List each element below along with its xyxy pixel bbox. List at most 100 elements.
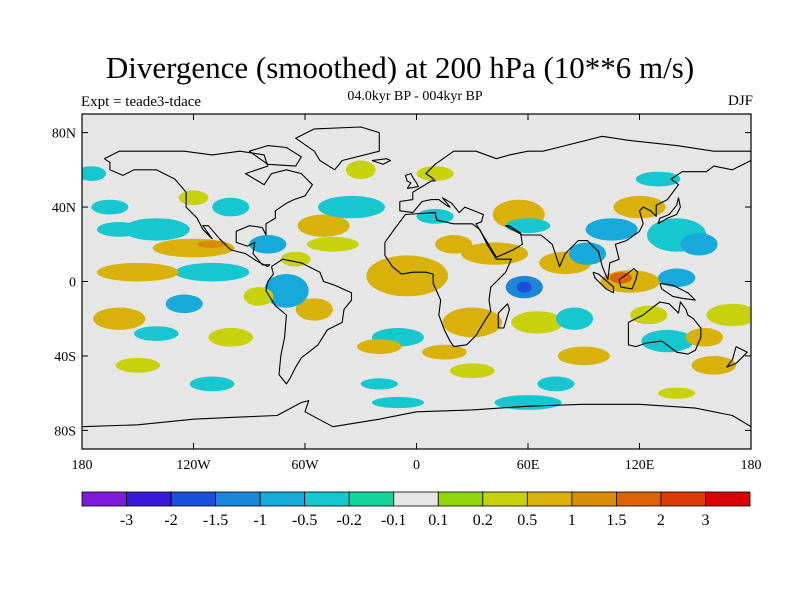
field-aus-min — [641, 329, 694, 353]
coastline-greenland — [295, 126, 380, 171]
field-so-min-2 — [360, 378, 398, 390]
coastline-new-zealand — [726, 346, 748, 368]
x-tick-label: 180 — [72, 458, 93, 473]
field-atlantic-eq-ring — [366, 255, 449, 297]
colorbar-label: 1 — [568, 512, 576, 529]
field-indian-sw-max — [511, 311, 564, 334]
colorbar-swatch — [348, 491, 395, 507]
colorbar-swatch — [437, 491, 484, 507]
field-so-min-4 — [371, 396, 424, 409]
colorbar-swatch — [215, 491, 261, 507]
field-w-pacific-s-max — [93, 307, 146, 330]
field-maritime-continent-max — [600, 270, 660, 293]
experiment-label: Expt = teade3-tdace — [81, 94, 202, 110]
axis-ticks: 80N 40N 0 40S 80S 180 120W 60W 0 60E 120E 180 — [52, 114, 762, 473]
field-indian-so-max — [557, 346, 610, 366]
coastline-antarctica — [82, 400, 751, 428]
x-tick-label: 180 — [741, 458, 762, 473]
field-so-max-1 — [115, 357, 161, 373]
colorbar-label: -3 — [120, 512, 133, 529]
field-c-pacific-max-core — [197, 240, 228, 248]
colorbar-label: -0.5 — [292, 512, 317, 529]
field-so-min-1 — [189, 376, 235, 392]
field-n-atlantic-max-2 — [306, 236, 359, 252]
colorbar-swatch — [126, 491, 172, 507]
coastline-australia — [627, 301, 702, 355]
field-nz-max — [691, 356, 737, 375]
field-so-max-2 — [450, 363, 495, 379]
field-n-atlantic-max — [297, 214, 350, 237]
field-siberia-min — [635, 171, 681, 187]
colorbar-swatch — [170, 491, 217, 507]
coastline-uk — [404, 173, 419, 189]
colorbar-label: -2 — [164, 512, 177, 529]
map-title: Divergence (smoothed) at 200 hPa (10**6 … — [105, 50, 695, 85]
coastline-sumatra — [592, 271, 615, 294]
field-so-max-3 — [658, 387, 696, 399]
field-east-asia-min — [585, 218, 638, 241]
colorbar-label: -1.5 — [203, 512, 228, 529]
x-tick-label: 60W — [291, 458, 319, 473]
coastline-japan — [657, 197, 681, 225]
colorbar-label: -0.1 — [381, 512, 406, 529]
field-c-pacific-min — [122, 218, 190, 241]
field-pacific-ne-min — [91, 199, 129, 215]
coastline-africa — [384, 212, 512, 348]
y-tick-label: 0 — [69, 276, 76, 291]
field-e-pacific-eq-min — [174, 262, 250, 282]
coastline-baffin — [248, 145, 302, 167]
colorbar-swatch — [616, 491, 662, 507]
period-label: 04.0kyr BP - 004kyr BP — [347, 89, 483, 104]
divergence-field-layer — [82, 160, 751, 410]
field-pacific-sw-min — [134, 326, 179, 341]
field-s-atlantic-max-2 — [422, 344, 467, 360]
field-s-america-min — [264, 274, 309, 308]
y-tick-label: 40N — [52, 201, 76, 216]
x-tick-label: 120E — [625, 458, 655, 473]
colorbar-swatch — [393, 491, 439, 507]
field-e-indian-min — [555, 307, 594, 330]
coastline-madagascar — [497, 303, 510, 329]
y-tick-label: 40S — [54, 350, 76, 365]
x-tick-label: 120W — [176, 458, 211, 473]
field-aus-south-max — [685, 328, 724, 347]
coastline-new-guinea — [659, 282, 696, 301]
field-se-pacific-max — [208, 328, 253, 347]
colorbar-label: 2 — [657, 512, 665, 529]
field-spcz-max — [706, 303, 751, 327]
field-n-atlantic-min — [318, 195, 385, 219]
y-tick-label: 80S — [54, 424, 76, 439]
field-so-min-3 — [494, 395, 562, 410]
field-caribbean-min — [249, 235, 287, 254]
field-caribbean-max — [280, 251, 311, 267]
field-na-min — [212, 197, 250, 217]
field-med-min — [416, 209, 454, 224]
colorbar-swatch — [571, 491, 617, 507]
colorbar-swatch — [304, 491, 350, 507]
field-s-atlantic-max — [357, 339, 402, 354]
field-arctic-max — [416, 166, 454, 182]
field-greenland-max — [345, 160, 376, 180]
colorbar-swatch — [705, 491, 751, 507]
field-nw-pacific-ring — [680, 233, 718, 256]
field-e-pacific-eq-max — [96, 262, 179, 282]
field-aus-north-max — [630, 305, 668, 325]
colorbar-swatch — [259, 491, 306, 507]
colorbar-swatch — [660, 491, 706, 507]
y-tick-label: 80N — [52, 127, 76, 142]
colorbar-label: 0.5 — [517, 512, 537, 529]
field-w-atlantic-min — [96, 222, 142, 237]
coastline-borneo — [618, 267, 639, 290]
colorbar-label: 0.1 — [428, 512, 448, 529]
x-tick-label: 0 — [413, 458, 420, 473]
field-east-asia-max — [613, 195, 666, 219]
coastline-south-america — [265, 258, 353, 385]
field-north-africa-max — [435, 235, 473, 254]
coastline-north-america — [103, 150, 313, 268]
colorbar-label: -0.2 — [337, 512, 362, 529]
coastline-layer — [82, 126, 751, 428]
colorbar-swatch — [526, 491, 573, 507]
colorbar-label: -1 — [253, 512, 266, 529]
field-central-asia-min — [505, 218, 551, 234]
